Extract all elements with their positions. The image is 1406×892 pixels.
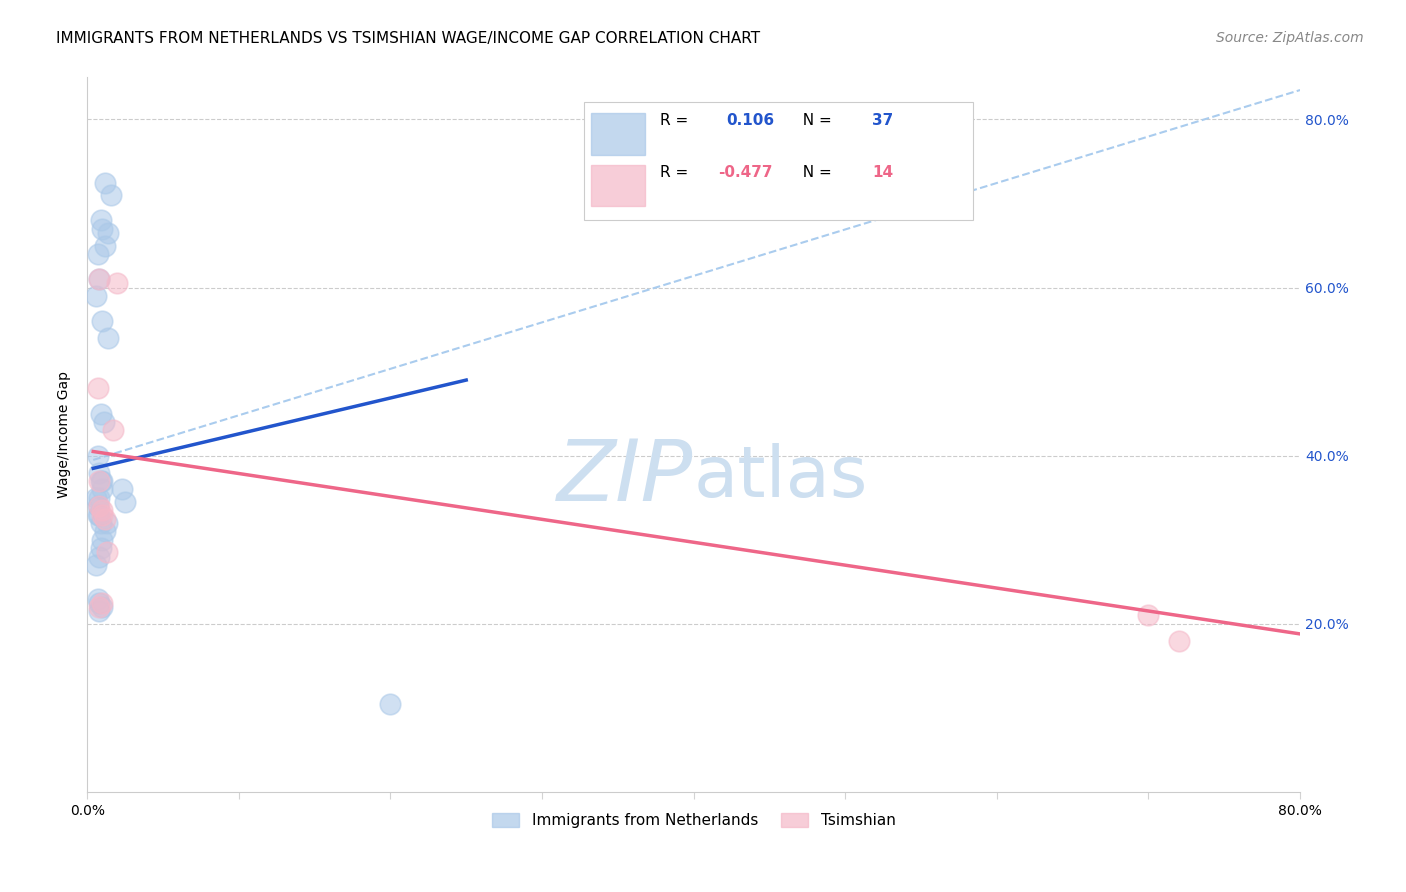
Point — [96, 516, 118, 530]
FancyBboxPatch shape — [591, 165, 645, 206]
Point — [91, 533, 114, 547]
Point — [87, 382, 110, 396]
Point — [89, 272, 111, 286]
Text: R =: R = — [659, 165, 693, 179]
Point — [97, 226, 120, 240]
Text: IMMIGRANTS FROM NETHERLANDS VS TSIMSHIAN WAGE/INCOME GAP CORRELATION CHART: IMMIGRANTS FROM NETHERLANDS VS TSIMSHIAN… — [56, 31, 761, 46]
Point — [89, 272, 111, 286]
Point — [1137, 608, 1160, 623]
Point — [89, 596, 111, 610]
Point — [84, 491, 107, 505]
Text: 0.106: 0.106 — [727, 113, 775, 128]
Point — [90, 516, 112, 530]
Point — [101, 424, 124, 438]
Text: N =: N = — [793, 165, 837, 179]
Text: Source: ZipAtlas.com: Source: ZipAtlas.com — [1216, 31, 1364, 45]
Point — [91, 508, 114, 522]
Text: -0.477: -0.477 — [718, 165, 772, 179]
Point — [100, 188, 122, 202]
Point — [89, 604, 111, 618]
Point — [96, 545, 118, 559]
Point — [84, 289, 107, 303]
Point — [87, 449, 110, 463]
Point — [94, 238, 117, 252]
FancyBboxPatch shape — [585, 103, 973, 219]
Text: N =: N = — [793, 113, 837, 128]
Point — [90, 474, 112, 488]
Text: atlas: atlas — [693, 443, 868, 512]
Point — [89, 491, 111, 505]
Point — [91, 503, 114, 517]
Point — [89, 474, 111, 488]
Point — [91, 596, 114, 610]
Point — [90, 213, 112, 227]
Point — [91, 483, 114, 497]
Text: ZIP: ZIP — [557, 436, 693, 519]
Point — [97, 331, 120, 345]
Text: R =: R = — [659, 113, 697, 128]
Point — [94, 524, 117, 539]
Point — [89, 508, 111, 522]
Point — [380, 697, 402, 711]
Point — [114, 495, 136, 509]
Point — [91, 314, 114, 328]
Point — [87, 499, 110, 513]
Point — [91, 221, 114, 235]
FancyBboxPatch shape — [591, 113, 645, 154]
Y-axis label: Wage/Income Gap: Wage/Income Gap — [58, 371, 72, 499]
Legend: Immigrants from Netherlands, Tsimshian: Immigrants from Netherlands, Tsimshian — [485, 807, 901, 834]
Point — [107, 277, 129, 291]
Point — [84, 558, 107, 572]
Point — [91, 474, 114, 488]
Point — [89, 600, 111, 615]
Point — [89, 499, 111, 513]
Point — [89, 549, 111, 564]
Point — [87, 508, 110, 522]
Point — [93, 415, 115, 429]
Text: 14: 14 — [872, 165, 893, 179]
Point — [94, 512, 117, 526]
Point — [94, 176, 117, 190]
Point — [91, 600, 114, 615]
Text: 37: 37 — [872, 113, 893, 128]
Point — [111, 483, 134, 497]
Point — [90, 541, 112, 556]
Point — [90, 407, 112, 421]
Point — [1167, 633, 1189, 648]
Point — [89, 466, 111, 480]
Point — [87, 247, 110, 261]
Point — [87, 591, 110, 606]
